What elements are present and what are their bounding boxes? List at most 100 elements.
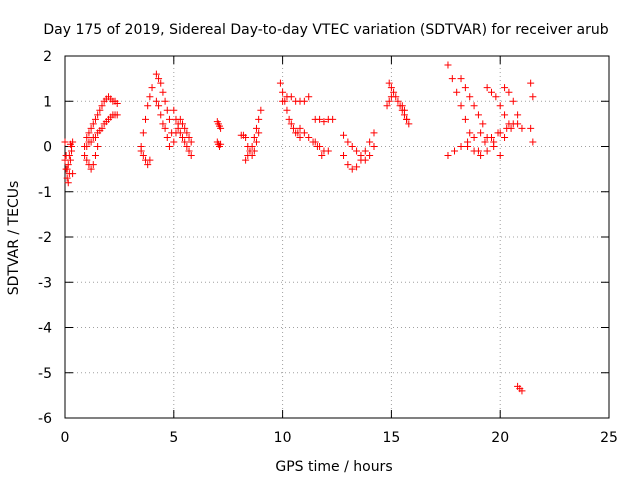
data-point [529, 138, 537, 146]
data-point [518, 124, 526, 132]
axis-ticks [64, 55, 610, 419]
data-point [305, 93, 313, 101]
data-point [252, 124, 260, 132]
data-point [250, 147, 258, 155]
data-point [370, 143, 378, 150]
data-point [444, 61, 452, 69]
series-seg-j [170, 106, 195, 160]
data-point [183, 129, 191, 137]
grid-lines [65, 56, 609, 418]
series-seg-d [81, 111, 121, 160]
data-point [163, 106, 171, 114]
data-point [529, 93, 537, 101]
data-point [144, 161, 152, 169]
data-point [187, 138, 195, 146]
data-point [179, 133, 187, 141]
data-point [94, 143, 102, 150]
data-point [66, 140, 74, 148]
data-point [283, 106, 291, 114]
data-point [244, 143, 252, 150]
x-tick-labels: 0 5 10 15 20 25 [61, 430, 618, 446]
data-point [481, 138, 489, 146]
data-point [257, 106, 265, 114]
series-seg-k [172, 115, 195, 146]
data-point [62, 165, 70, 173]
series-seg-ab [457, 75, 487, 128]
data-point [183, 143, 191, 150]
data-point [366, 152, 374, 160]
data-point [113, 100, 121, 108]
data-point [457, 75, 465, 83]
series-seg-z [398, 102, 413, 128]
data-point [518, 387, 526, 395]
data-point [68, 147, 76, 155]
data-point [361, 147, 369, 155]
series-seg-p [244, 129, 263, 160]
series-seg-ac [483, 84, 513, 128]
data-point [477, 129, 485, 137]
data-point [287, 93, 295, 101]
data-point [296, 133, 304, 141]
data-point [501, 84, 509, 92]
data-point [487, 88, 495, 96]
data-point [255, 115, 263, 123]
data-point [470, 133, 478, 141]
data-point [390, 88, 398, 96]
data-point [165, 143, 173, 150]
data-point [494, 129, 502, 137]
series-seg-q [276, 79, 304, 141]
data-point [300, 129, 308, 137]
data-point [85, 129, 93, 137]
x-tick-label: 25 [600, 430, 618, 446]
data-point [157, 79, 165, 87]
series-seg-n [237, 131, 250, 141]
data-point [250, 133, 258, 141]
data-point [87, 138, 95, 146]
data-point [385, 97, 393, 105]
data-point [146, 93, 154, 101]
data-point [289, 124, 297, 132]
data-point [448, 75, 456, 83]
data-point [255, 129, 263, 137]
data-point [496, 152, 504, 160]
data-point [242, 156, 250, 164]
series-seg-o [242, 106, 265, 164]
series-seg-w [340, 129, 378, 173]
data-point [217, 140, 225, 148]
data-point [159, 88, 167, 96]
data-point [64, 179, 72, 187]
data-point [300, 97, 308, 105]
data-point [83, 133, 91, 141]
data-point [137, 147, 145, 155]
data-point [91, 115, 99, 123]
data-point [185, 147, 193, 155]
data-point [65, 152, 73, 160]
data-point [61, 138, 69, 146]
y-tick-labels: -6 -5 -4 -3 -2 -1 0 1 2 [38, 49, 52, 427]
data-point [94, 111, 102, 119]
data-point [527, 124, 535, 132]
data-point [483, 147, 491, 155]
data-point [152, 97, 160, 105]
data-point [501, 133, 509, 141]
data-point [91, 152, 99, 160]
data-point [311, 138, 319, 146]
data-point [64, 161, 72, 169]
data-point [316, 115, 324, 123]
data-point [461, 84, 469, 92]
x-tick-label: 15 [382, 430, 400, 446]
data-point [89, 161, 97, 169]
data-point [165, 115, 173, 123]
data-point [477, 152, 485, 160]
data-point [279, 97, 287, 105]
data-point [172, 129, 180, 137]
data-point [400, 106, 408, 114]
series-seg-ag [474, 120, 522, 155]
data-point [170, 138, 178, 146]
data-point [464, 138, 472, 146]
data-point [181, 124, 189, 132]
data-point [466, 93, 474, 101]
data-point [161, 97, 169, 105]
data-point [527, 79, 535, 87]
series-seg-t [311, 115, 337, 126]
